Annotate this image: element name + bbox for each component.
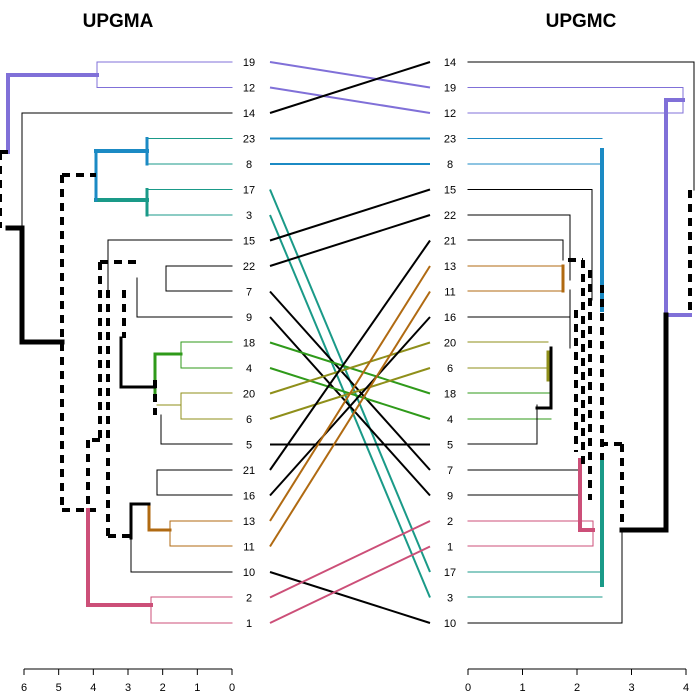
left-leaf-label: 11	[243, 542, 254, 554]
left-axis-tick-label: 3	[125, 682, 131, 694]
left-leaf-label: 12	[243, 83, 255, 95]
left-axis-tick-label: 6	[21, 682, 27, 694]
left-axis-tick-label: 1	[194, 682, 200, 694]
connector-line-13	[269, 265, 431, 522]
left-leaf-label: 8	[246, 159, 252, 171]
right-axis-tick-label: 1	[519, 682, 525, 694]
connector-line-7	[269, 290, 431, 471]
left-leaf-label: 19	[243, 57, 255, 69]
left-leaf-label: 21	[243, 465, 255, 477]
connector-line-11	[269, 290, 431, 548]
left-leaf-label: 18	[243, 338, 255, 350]
left-leaf-label: 6	[246, 414, 252, 426]
right-leaf-label: 4	[447, 414, 453, 426]
right-leaf-label: 9	[447, 491, 453, 503]
left-leaf-label: 3	[246, 210, 252, 222]
left-axis-tick-label: 5	[56, 682, 62, 694]
left-leaf-label: 7	[246, 287, 252, 299]
left-leaf-label: 4	[246, 363, 252, 375]
right-leaf-label: 7	[447, 465, 453, 477]
left-dendrogram	[0, 61, 233, 624]
right-leaf-label: 21	[444, 236, 456, 248]
connector-line-12	[269, 86, 431, 114]
left-leaf-label: 23	[243, 134, 255, 146]
connector-line-14	[269, 61, 431, 114]
right-leaf-label: 16	[444, 312, 456, 324]
left-axis-tick-label: 0	[229, 682, 235, 694]
left-leaf-label: 16	[243, 491, 255, 503]
left-leaf-label: 13	[243, 516, 255, 528]
left-leaf-label: 17	[243, 185, 255, 197]
right-leaf-label: 3	[447, 593, 453, 605]
right-dendrogram	[467, 61, 695, 624]
right-leaf-label: 8	[447, 159, 453, 171]
right-axis-tick-label: 4	[683, 682, 689, 694]
left-leaf-label: 10	[243, 567, 255, 579]
left-axis-tick-label: 4	[90, 682, 96, 694]
left-leaf-label: 5	[246, 440, 252, 452]
right-leaf-label: 20	[444, 338, 456, 350]
left-leaf-label: 22	[243, 261, 255, 273]
left-leaf-label: 2	[246, 593, 252, 605]
connector-lines	[269, 61, 431, 624]
right-leaf-label: 13	[444, 261, 456, 273]
connector-line-20	[269, 341, 431, 395]
connector-line-19	[269, 61, 431, 89]
right-leaf-label: 1	[447, 542, 453, 554]
right-leaf-label: 19	[444, 83, 456, 95]
right-tree-title: UPGMC	[546, 11, 617, 32]
left-leaf-label: 9	[246, 312, 252, 324]
connector-line-16	[269, 316, 431, 497]
left-tree-title: UPGMA	[83, 11, 154, 32]
right-leaf-label: 22	[444, 210, 456, 222]
right-leaf-label: 2	[447, 516, 453, 528]
connector-line-21	[269, 239, 431, 471]
connector-line-22	[269, 214, 431, 267]
left-leaf-label: 15	[243, 236, 255, 248]
connector-line-1	[269, 545, 431, 624]
right-axis-tick-label: 2	[574, 682, 580, 694]
connector-line-15	[269, 188, 431, 242]
connector-line-2	[269, 520, 431, 599]
left-leaf-label: 14	[243, 108, 255, 120]
right-leaf-label: 15	[444, 185, 456, 197]
left-leaf-label: 20	[243, 389, 255, 401]
right-leaf-label: 10	[444, 618, 456, 630]
right-axis-tick-label: 3	[628, 682, 634, 694]
right-leaf-label: 11	[444, 287, 455, 299]
right-leaf-label: 12	[444, 108, 456, 120]
left-leaf-label: 1	[246, 618, 252, 630]
right-leaf-label: 6	[447, 363, 453, 375]
left-axis-tick-label: 2	[160, 682, 166, 694]
right-leaf-label: 14	[444, 57, 456, 69]
right-axis: 0 1 2 3 4	[465, 668, 689, 694]
right-leaf-label: 17	[444, 567, 456, 579]
right-leaf-label: 18	[444, 389, 456, 401]
right-leaf-label: 5	[447, 440, 453, 452]
connector-line-10	[269, 571, 431, 624]
right-axis-tick-label: 0	[465, 682, 471, 694]
left-axis: 6 5 4 3 2 1 0	[21, 668, 235, 694]
right-leaf-label: 23	[444, 134, 456, 146]
